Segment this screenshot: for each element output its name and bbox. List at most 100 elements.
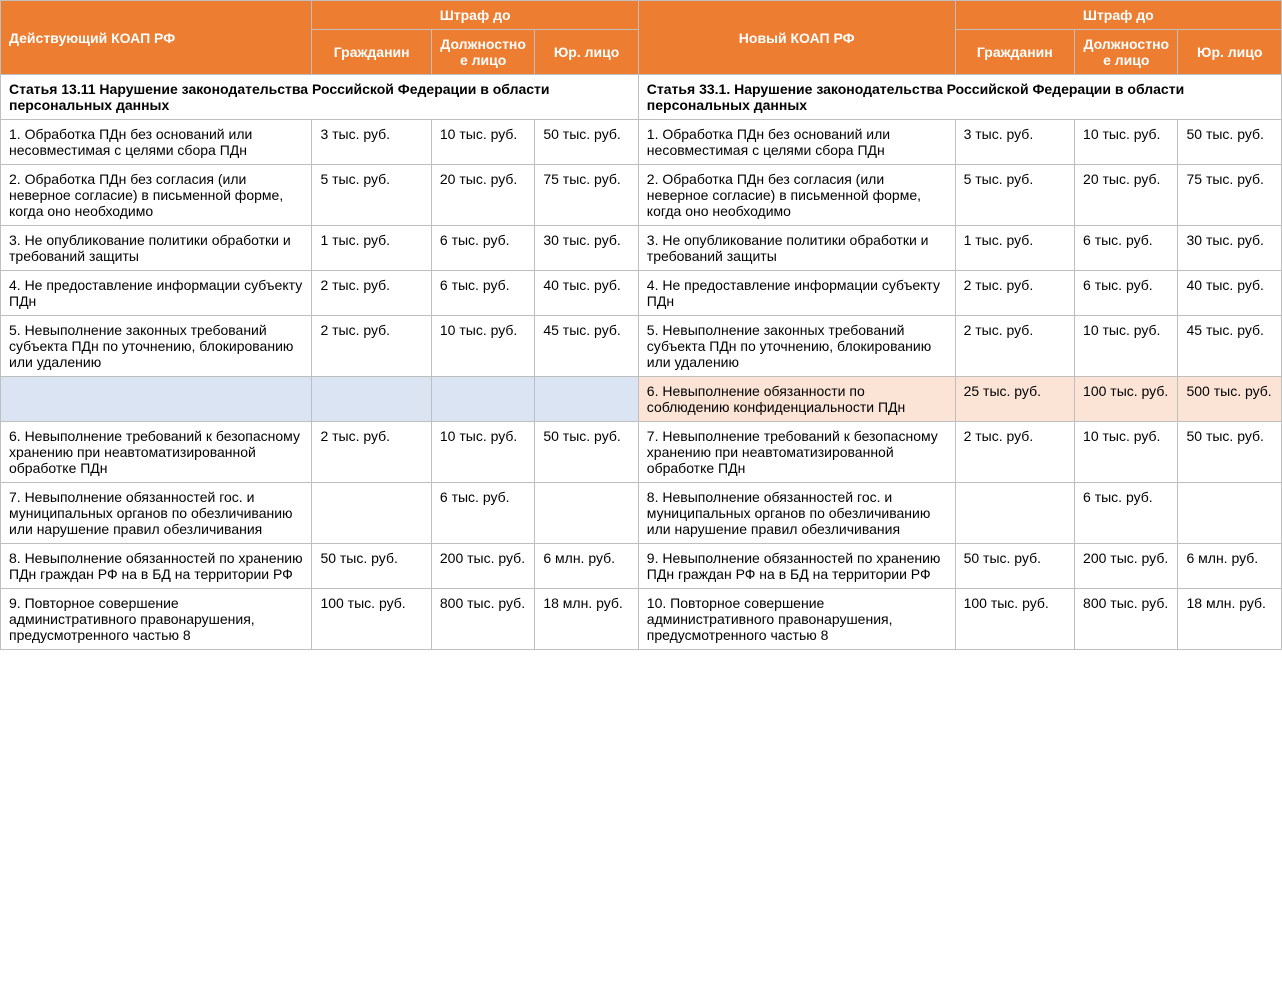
comparison-table: Действующий КОАП РФ Штраф до Новый КОАП … [0,0,1282,650]
fine-value: 50 тыс. руб. [535,120,638,165]
table-row: 9. Повторное совершение административног… [1,589,1282,650]
fine-value [955,483,1074,544]
fine-value: 3 тыс. руб. [955,120,1074,165]
fine-value: 800 тыс. руб. [1075,589,1178,650]
table-row: 6. Невыполнение обязанности по соблюдени… [1,377,1282,422]
fine-value: 200 тыс. руб. [1075,544,1178,589]
header-new-koap: Новый КОАП РФ [638,1,955,75]
fine-value: 6 тыс. руб. [1075,226,1178,271]
fine-value: 40 тыс. руб. [535,271,638,316]
fine-value: 2 тыс. руб. [312,422,431,483]
table-header: Действующий КОАП РФ Штраф до Новый КОАП … [1,1,1282,75]
fine-value: 30 тыс. руб. [1178,226,1282,271]
fine-value: 2 тыс. руб. [955,271,1074,316]
header-old-koap: Действующий КОАП РФ [1,1,312,75]
fine-value: 50 тыс. руб. [1178,120,1282,165]
fine-value: 2 тыс. руб. [955,422,1074,483]
fine-value: 500 тыс. руб. [1178,377,1282,422]
row-description: 2. Обработка ПДн без согласия (или невер… [1,165,312,226]
fine-value: 3 тыс. руб. [312,120,431,165]
row-description: 3. Не опубликование политики обработки и… [638,226,955,271]
fine-value [1178,483,1282,544]
fine-value: 1 тыс. руб. [955,226,1074,271]
fine-value: 2 тыс. руб. [955,316,1074,377]
header-citizen-right: Гражданин [955,30,1074,75]
fine-value: 100 тыс. руб. [1075,377,1178,422]
fine-value: 10 тыс. руб. [1075,316,1178,377]
fine-value: 5 тыс. руб. [312,165,431,226]
row-description: 7. Невыполнение требований к безопасному… [638,422,955,483]
fine-value [431,377,534,422]
fine-value: 6 тыс. руб. [1075,483,1178,544]
row-description: 6. Невыполнение обязанности по соблюдени… [638,377,955,422]
header-legal-left: Юр. лицо [535,30,638,75]
fine-value: 100 тыс. руб. [312,589,431,650]
row-description: 10. Повторное совершение административно… [638,589,955,650]
fine-value: 10 тыс. руб. [431,422,534,483]
fine-value: 10 тыс. руб. [431,316,534,377]
row-description: 1. Обработка ПДн без оснований или несов… [1,120,312,165]
fine-value: 6 млн. руб. [1178,544,1282,589]
fine-value: 75 тыс. руб. [1178,165,1282,226]
header-official-right: Должностное лицо [1075,30,1178,75]
fine-value: 45 тыс. руб. [535,316,638,377]
fine-value: 10 тыс. руб. [1075,422,1178,483]
fine-value: 6 тыс. руб. [431,226,534,271]
row-description: 4. Не предоставление информации субъекту… [1,271,312,316]
row-description: 8. Невыполнение обязанностей по хранению… [1,544,312,589]
row-description: 3. Не опубликование политики обработки и… [1,226,312,271]
fine-value: 50 тыс. руб. [312,544,431,589]
fine-value: 2 тыс. руб. [312,316,431,377]
table-row: 3. Не опубликование политики обработки и… [1,226,1282,271]
fine-value: 18 млн. руб. [1178,589,1282,650]
fine-value: 75 тыс. руб. [535,165,638,226]
table-row: 1. Обработка ПДн без оснований или несов… [1,120,1282,165]
fine-value: 2 тыс. руб. [312,271,431,316]
row-description: 7. Невыполнение обязанностей гос. и муни… [1,483,312,544]
fine-value [535,483,638,544]
header-legal-right: Юр. лицо [1178,30,1282,75]
header-citizen-left: Гражданин [312,30,431,75]
fine-value: 800 тыс. руб. [431,589,534,650]
header-fine-left: Штраф до [312,1,638,30]
header-fine-right: Штраф до [955,1,1281,30]
fine-value: 5 тыс. руб. [955,165,1074,226]
row-description: 8. Невыполнение обязанностей гос. и муни… [638,483,955,544]
fine-value: 50 тыс. руб. [535,422,638,483]
table-row: 4. Не предоставление информации субъекту… [1,271,1282,316]
section-row: Статья 13.11 Нарушение законодательства … [1,75,1282,120]
fine-value: 20 тыс. руб. [431,165,534,226]
fine-value: 25 тыс. руб. [955,377,1074,422]
fine-value: 50 тыс. руб. [955,544,1074,589]
fine-value: 45 тыс. руб. [1178,316,1282,377]
fine-value: 50 тыс. руб. [1178,422,1282,483]
fine-value: 100 тыс. руб. [955,589,1074,650]
fine-value: 30 тыс. руб. [535,226,638,271]
fine-value: 40 тыс. руб. [1178,271,1282,316]
table-row: 2. Обработка ПДн без согласия (или невер… [1,165,1282,226]
fine-value: 1 тыс. руб. [312,226,431,271]
table-row: 6. Невыполнение требований к безопасному… [1,422,1282,483]
row-description [1,377,312,422]
fine-value: 10 тыс. руб. [431,120,534,165]
row-description: 1. Обработка ПДн без оснований или несов… [638,120,955,165]
table-row: 8. Невыполнение обязанностей по хранению… [1,544,1282,589]
section-new: Статья 33.1. Нарушение законодательства … [638,75,1281,120]
row-description: 9. Повторное совершение административног… [1,589,312,650]
table-row: 7. Невыполнение обязанностей гос. и муни… [1,483,1282,544]
row-description: 6. Невыполнение требований к безопасному… [1,422,312,483]
fine-value: 6 млн. руб. [535,544,638,589]
row-description: 9. Невыполнение обязанностей по хранению… [638,544,955,589]
fine-value [312,377,431,422]
row-description: 4. Не предоставление информации субъекту… [638,271,955,316]
table-row: 5. Невыполнение законных требований субъ… [1,316,1282,377]
fine-value [535,377,638,422]
fine-value: 6 тыс. руб. [431,271,534,316]
fine-value: 200 тыс. руб. [431,544,534,589]
fine-value: 10 тыс. руб. [1075,120,1178,165]
fine-value: 18 млн. руб. [535,589,638,650]
table-body: Статья 13.11 Нарушение законодательства … [1,75,1282,650]
fine-value: 20 тыс. руб. [1075,165,1178,226]
row-description: 2. Обработка ПДн без согласия (или невер… [638,165,955,226]
fine-value: 6 тыс. руб. [1075,271,1178,316]
